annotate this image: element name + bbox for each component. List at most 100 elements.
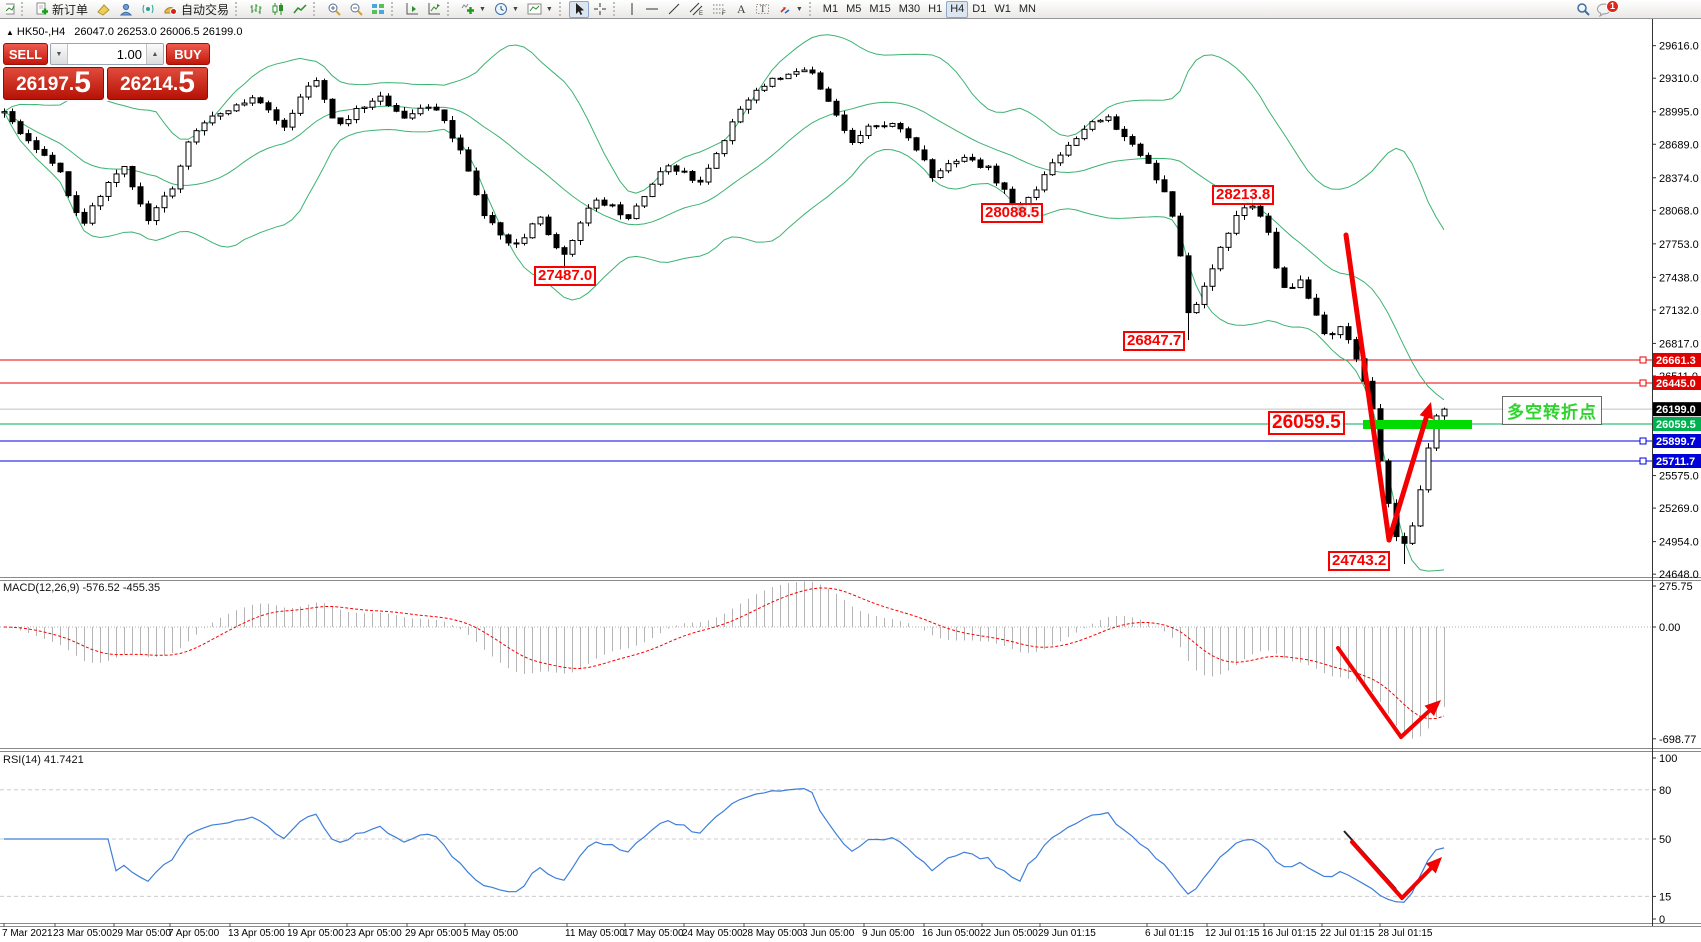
- candlestick-chart-button[interactable]: [267, 1, 289, 18]
- eraser-button[interactable]: [92, 1, 115, 18]
- bar-chart-button[interactable]: [245, 1, 267, 18]
- timeframe-m1-button[interactable]: M1: [819, 1, 842, 18]
- tile-windows-icon: [372, 4, 385, 14]
- sell-button[interactable]: SELL: [3, 43, 48, 65]
- level-line-handle[interactable]: [1639, 356, 1647, 364]
- auto-scroll-button[interactable]: [423, 1, 445, 18]
- add-indicator-button[interactable]: ▼: [457, 1, 490, 18]
- time-axis-label: 3 Jun 05:00: [802, 928, 855, 939]
- timeframe-h4-button[interactable]: H4: [946, 0, 969, 18]
- volume-increase-button[interactable]: ▲: [146, 44, 163, 64]
- news-button[interactable]: [137, 1, 159, 18]
- candle-body: [1129, 136, 1136, 145]
- buy-price-box[interactable]: 26214. 5: [107, 67, 208, 100]
- support-zone-bar[interactable]: [1363, 420, 1472, 429]
- ohlc-values: 26047.0 26253.0 26006.5 26199.0: [74, 26, 243, 38]
- macd-signal-line: [3, 587, 1445, 720]
- auto-scroll-icon: [428, 3, 441, 15]
- search-icon[interactable]: [1576, 2, 1591, 22]
- candle-body: [177, 165, 184, 190]
- time-axis[interactable]: 7 Mar 2021 23 Mar 05:00 29 Mar 05:00 7 Apr …: [0, 928, 1701, 942]
- period-button[interactable]: ▼: [490, 1, 523, 18]
- trendline-button[interactable]: [663, 1, 685, 18]
- candle-body: [809, 69, 816, 74]
- zoom-in-button[interactable]: [323, 1, 345, 18]
- toolbar-separator: [313, 2, 320, 16]
- candle-body: [625, 214, 632, 220]
- sell-price-pip: 5: [74, 66, 91, 99]
- profile-button[interactable]: [115, 1, 137, 18]
- candle-body: [289, 112, 296, 128]
- horizontal-line-button[interactable]: [641, 1, 663, 18]
- cursor-button[interactable]: [568, 0, 589, 18]
- price-annotation-box[interactable]: 24743.2: [1328, 551, 1391, 571]
- price-tag-label: 26445.0: [1656, 378, 1696, 390]
- chart-window-icon[interactable]: [2, 1, 19, 18]
- autotrading-label: 自动交易: [181, 2, 230, 17]
- drawn-arrow[interactable]: [1399, 704, 1436, 739]
- level-line-handle[interactable]: [1639, 437, 1647, 445]
- volume-decrease-button[interactable]: ▼: [51, 44, 68, 64]
- autotrading-button[interactable]: 自动交易: [159, 1, 233, 18]
- candle-body: [1217, 246, 1224, 270]
- timeframe-w1-button[interactable]: W1: [990, 1, 1015, 18]
- price-tag: [1653, 352, 1701, 367]
- timeframe-label: M30: [898, 3, 921, 15]
- drawn-arrow[interactable]: [1343, 232, 1392, 543]
- candle-body: [545, 216, 552, 236]
- timeframe-m5-button[interactable]: M5: [842, 1, 865, 18]
- timeframe-d1-button[interactable]: D1: [968, 1, 990, 18]
- price-annotation-box[interactable]: 28088.5: [981, 203, 1044, 223]
- candle-body: [233, 104, 240, 112]
- drawn-arrow[interactable]: [1336, 646, 1403, 739]
- candle-body: [417, 107, 424, 115]
- crosshair-button[interactable]: [589, 1, 611, 18]
- template-button[interactable]: ▼: [523, 1, 557, 18]
- candle-body: [73, 195, 80, 213]
- candle-body: [337, 117, 344, 125]
- candle-body: [305, 85, 312, 98]
- channel-button[interactable]: E: [685, 1, 708, 18]
- line-chart-button[interactable]: [289, 1, 311, 18]
- price-annotation-box[interactable]: 27487.0: [534, 266, 597, 286]
- fibonacci-button[interactable]: F: [708, 1, 731, 18]
- price-annotation-box[interactable]: 26847.7: [1123, 331, 1186, 351]
- price-annotation-box[interactable]: 26059.5: [1268, 411, 1345, 435]
- timeframe-mn-button[interactable]: MN: [1015, 1, 1040, 18]
- drawn-arrow[interactable]: [1400, 862, 1438, 900]
- turning-point-label[interactable]: 多空转折点: [1502, 396, 1602, 425]
- candle-body: [1417, 489, 1424, 527]
- svg-text:A: A: [737, 2, 746, 16]
- candle-body: [801, 69, 808, 73]
- drawn-arrow[interactable]: [1386, 409, 1431, 543]
- zoom-out-button[interactable]: [345, 1, 367, 18]
- new-order-button[interactable]: 新订单: [31, 1, 92, 18]
- time-axis-label: 5 May 05:00: [463, 928, 519, 939]
- level-line-handle[interactable]: [1639, 457, 1647, 465]
- timeframe-m30-button[interactable]: M30: [895, 1, 924, 18]
- time-axis-label: 13 Apr 05:00: [228, 928, 285, 939]
- candle-body: [689, 171, 696, 181]
- arrows-tool-button[interactable]: ▼: [774, 1, 807, 18]
- price-annotation-box[interactable]: 28213.8: [1212, 185, 1275, 205]
- candle-body: [777, 77, 784, 80]
- buy-button[interactable]: BUY: [166, 43, 210, 65]
- candle-body: [185, 141, 192, 167]
- label-button[interactable]: T: [751, 1, 774, 18]
- volume-input[interactable]: 1.00: [116, 47, 142, 62]
- notification-badge[interactable]: 1: [1606, 0, 1619, 13]
- level-line-handle[interactable]: [1639, 379, 1647, 387]
- tile-windows-button[interactable]: [367, 1, 389, 18]
- timeframe-m15-button[interactable]: M15: [865, 1, 894, 18]
- timeframe-h1-button[interactable]: H1: [924, 1, 946, 18]
- shift-end-button[interactable]: [401, 1, 423, 18]
- dropdown-caret-icon: ▼: [545, 5, 553, 13]
- vertical-line-button[interactable]: [623, 1, 641, 18]
- candle-body: [905, 128, 912, 139]
- sell-price-box[interactable]: 26197. 5: [3, 67, 104, 100]
- candle-body: [1289, 286, 1296, 289]
- drawn-arrow[interactable]: [1350, 840, 1404, 900]
- time-axis-label: 28 Jul 01:15: [1378, 928, 1433, 939]
- text-button[interactable]: A: [731, 1, 751, 18]
